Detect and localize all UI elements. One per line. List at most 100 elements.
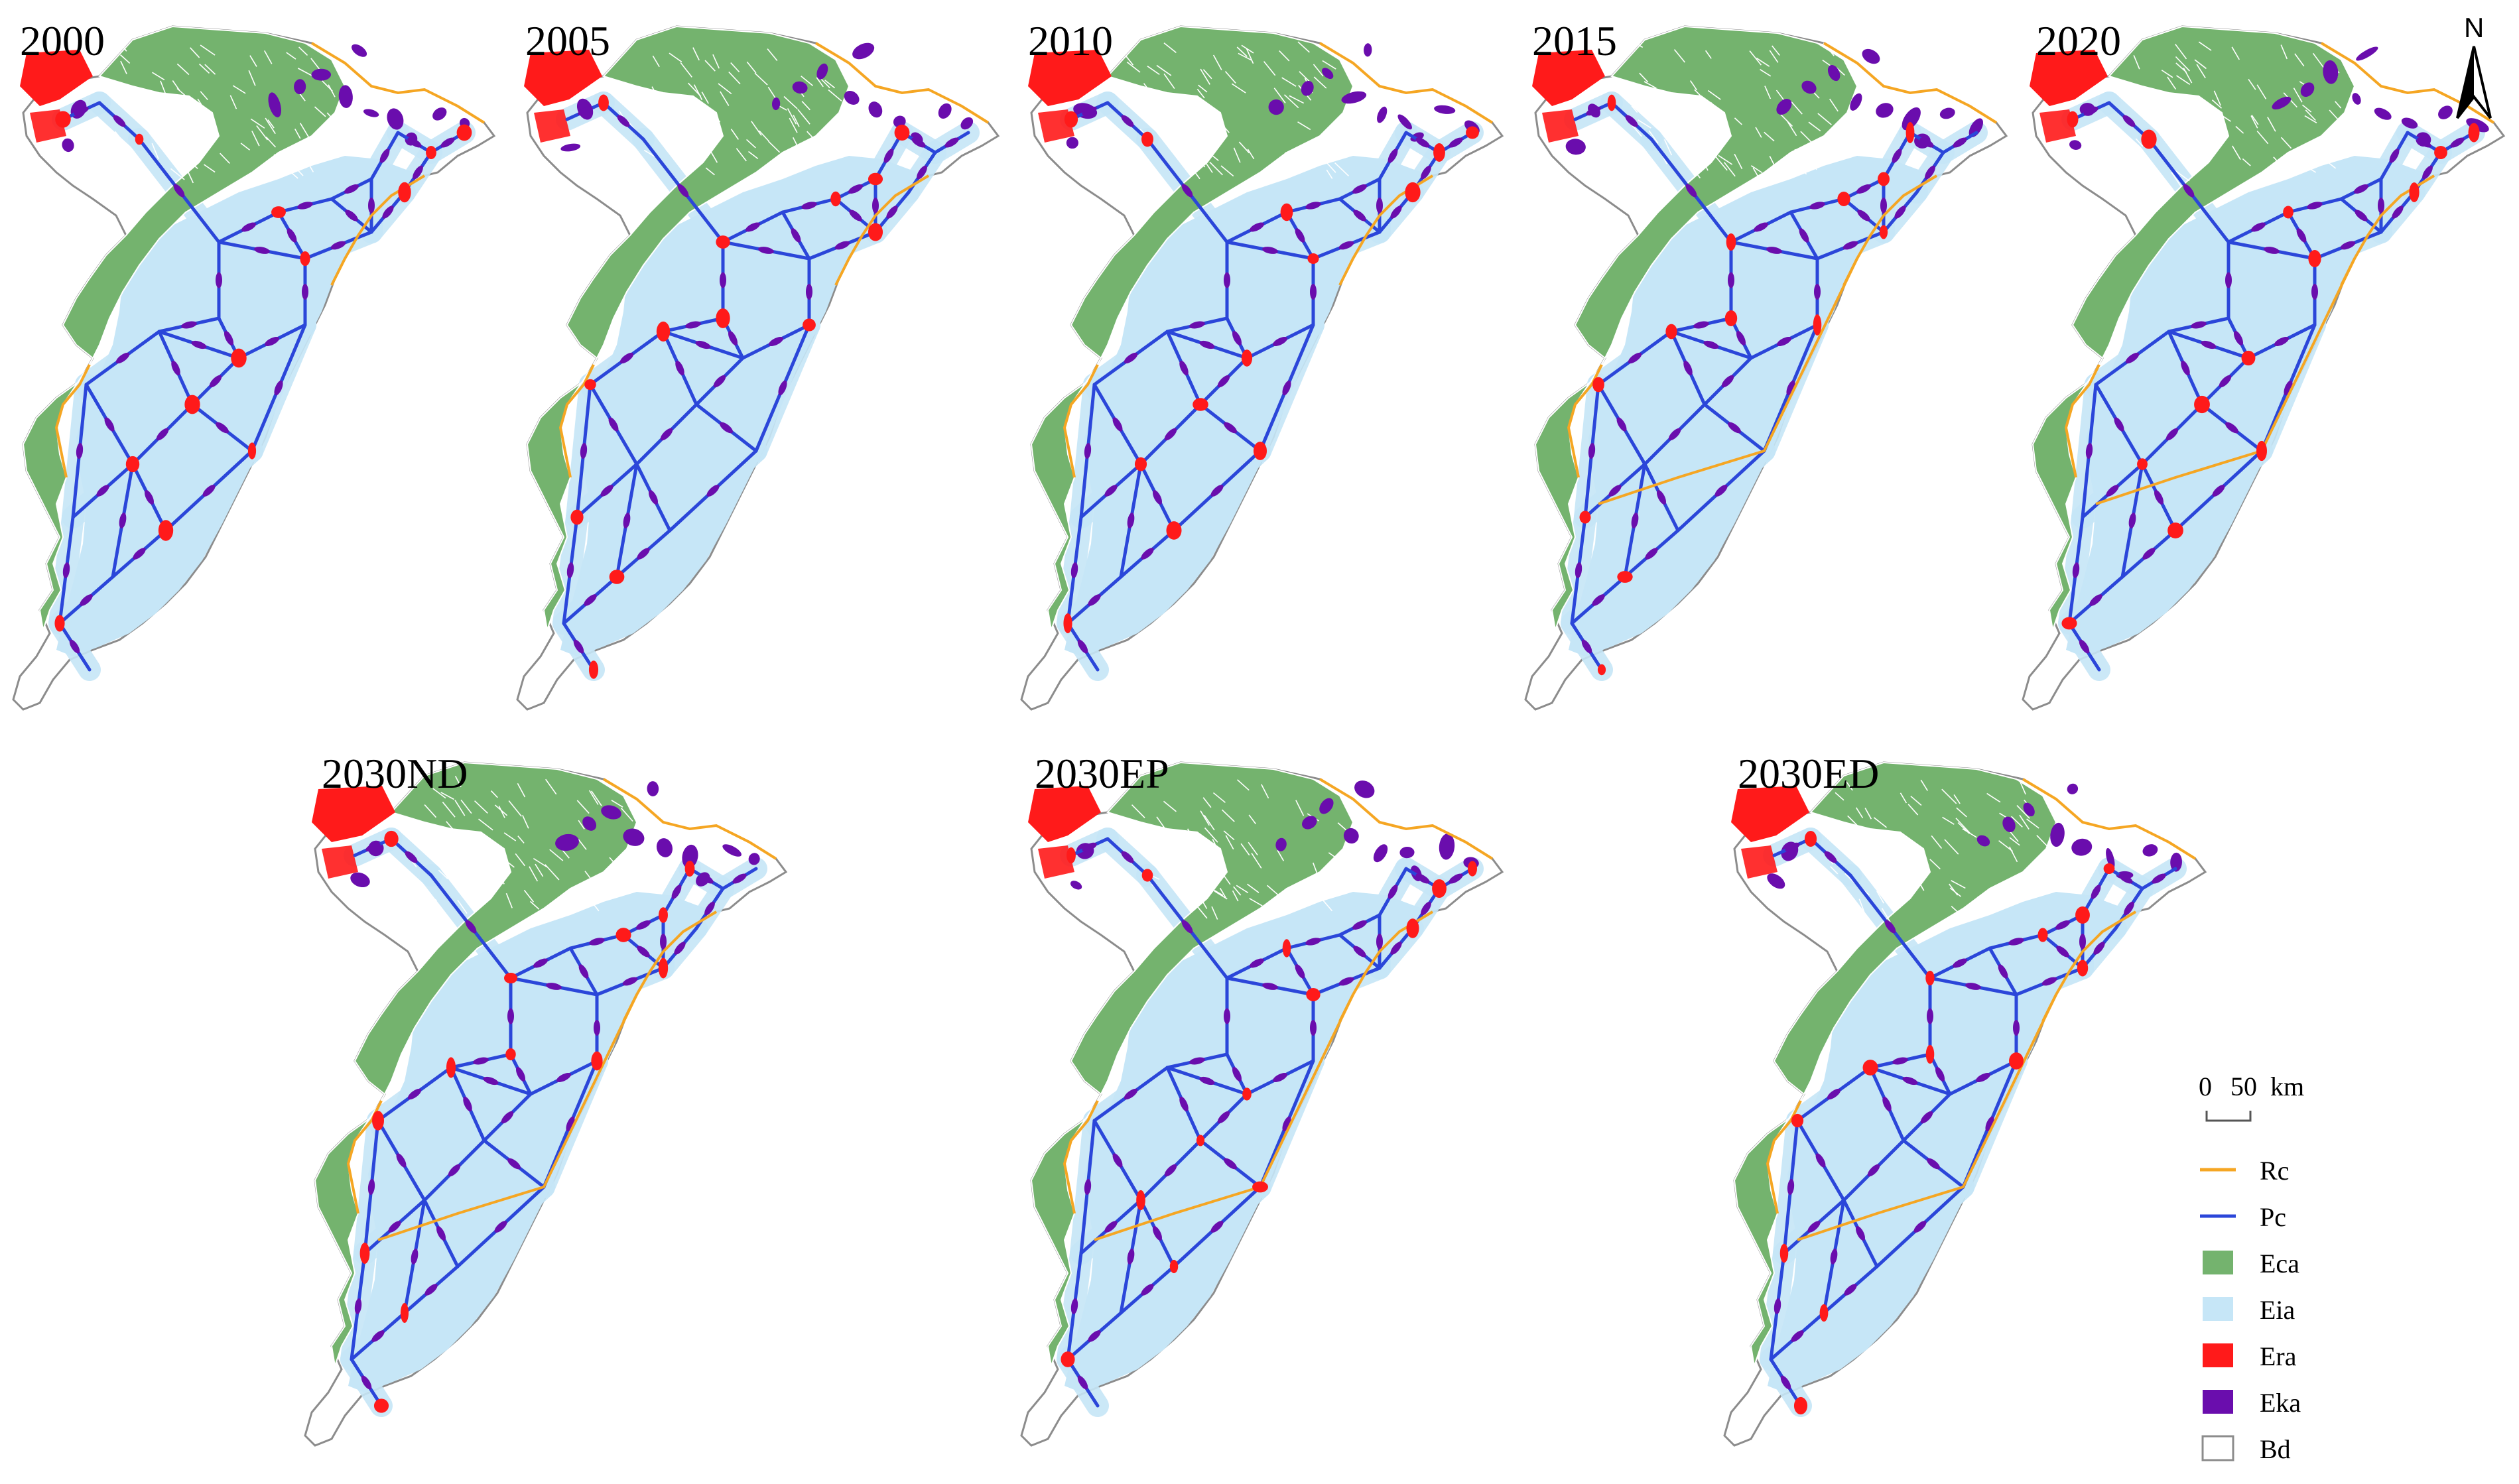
eka-patch	[647, 781, 659, 796]
eca-texture	[190, 47, 200, 58]
era-cluster	[2030, 50, 2108, 106]
eka-corridor-node	[1273, 337, 1287, 346]
eka-corridor-node	[1581, 639, 1592, 654]
eka-patch	[2438, 105, 2453, 119]
era-node	[456, 124, 472, 141]
eka-corridor-node	[407, 137, 422, 148]
eka-patch	[1827, 65, 1841, 82]
eca-texture	[1962, 828, 1977, 838]
eca-texture	[549, 849, 564, 861]
eka-corridor-node	[171, 360, 180, 376]
eka-patch	[2466, 118, 2489, 133]
eca-texture	[1951, 880, 1966, 889]
era-node	[2167, 523, 2183, 538]
eca-texture	[1190, 166, 1200, 180]
eca-texture	[1141, 837, 1147, 849]
eca-texture	[1285, 152, 1299, 165]
eca-texture	[120, 60, 127, 74]
eca-texture	[1263, 61, 1276, 76]
eka-corridor-node	[2284, 380, 2293, 396]
eka-corridor-node	[436, 1226, 446, 1241]
rc-route	[1094, 994, 1354, 1241]
era-node	[570, 509, 584, 525]
eka-corridor-node	[1084, 443, 1092, 459]
eka-corridor-node	[2118, 873, 2133, 884]
eca-texture	[1279, 50, 1290, 62]
eca-texture	[1208, 887, 1224, 897]
eka-corridor-node	[80, 594, 93, 606]
eca-texture	[185, 158, 198, 169]
eca-texture	[2181, 93, 2191, 110]
era-node	[300, 251, 310, 267]
eca-texture	[794, 147, 801, 158]
eka-corridor-node	[1390, 942, 1402, 955]
eca-texture	[287, 169, 298, 179]
eca-texture	[1121, 147, 1133, 160]
map-panel-2015: 2015	[1512, 13, 2016, 736]
era-node	[400, 1302, 409, 1324]
eca-texture	[1224, 875, 1231, 885]
eka-corridor-node	[1070, 1298, 1078, 1314]
eca-texture	[535, 863, 544, 877]
eca-mountain-belt	[22, 25, 346, 631]
eka-corridor-node	[1965, 983, 1981, 990]
eka-patch	[2050, 822, 2065, 847]
map-panel-2030ed: 2030ED	[1711, 749, 2215, 1472]
eca-texture	[736, 148, 747, 162]
eca-texture	[2190, 116, 2199, 127]
eca-texture	[1200, 841, 1215, 859]
eca-texture	[1198, 84, 1208, 93]
era-node	[231, 348, 247, 368]
eca-texture	[1876, 891, 1884, 904]
eca-texture	[2201, 111, 2213, 128]
eka-patch	[2272, 96, 2292, 110]
eca-texture	[1224, 71, 1236, 84]
eka-corridor-node	[2041, 977, 2057, 986]
eca-texture	[1225, 835, 1234, 850]
era-node	[1466, 126, 1479, 139]
eca-texture	[1233, 886, 1242, 896]
eka-patch	[350, 872, 370, 888]
eca-texture	[2041, 784, 2051, 792]
eca-texture	[533, 857, 548, 868]
eka-patch	[351, 44, 367, 57]
eka-patch	[1939, 107, 1955, 119]
eca-texture	[2232, 145, 2241, 160]
eka-patch	[1976, 835, 1990, 847]
eca-texture	[151, 143, 159, 160]
eka-patch	[363, 109, 379, 117]
eca-texture	[326, 112, 337, 123]
eka-patch	[1341, 91, 1367, 104]
eca-texture	[1873, 817, 1887, 828]
eka-corridor-node	[2212, 485, 2225, 497]
eka-patch	[2356, 46, 2378, 61]
eka-corridor-node	[1631, 513, 1639, 528]
era-node	[54, 615, 65, 632]
eca-texture	[1204, 827, 1218, 843]
eca-texture	[1756, 57, 1770, 67]
rc-route	[1063, 1100, 1099, 1214]
eca-texture	[1187, 828, 1194, 839]
eka-patch	[1876, 103, 1894, 118]
eca-texture	[1760, 69, 1772, 77]
eka-corridor-node	[407, 1088, 422, 1100]
era-node	[684, 860, 695, 877]
eka-corridor-node	[2450, 137, 2465, 148]
eka-corridor-node	[600, 485, 614, 497]
eca-texture	[2135, 107, 2145, 121]
eka-corridor-node	[1856, 1226, 1865, 1241]
legend-item-pc: Pc	[2199, 1199, 2358, 1233]
eka-patch	[1776, 99, 1792, 115]
eka-corridor-node	[1998, 964, 2008, 979]
eka-corridor-node	[483, 1076, 499, 1085]
era-node	[1252, 1181, 1268, 1193]
legend-item-rc: Rc	[2199, 1152, 2358, 1187]
eca-texture	[690, 135, 704, 145]
eka-patch	[1343, 828, 1359, 844]
panel-year-label: 2030ED	[1738, 750, 1880, 797]
eca-texture	[1769, 156, 1776, 168]
era-node	[2061, 617, 2077, 630]
eca-texture	[1141, 830, 1151, 843]
eca-texture	[1204, 161, 1213, 173]
eka-corridor-node	[1685, 184, 1697, 198]
